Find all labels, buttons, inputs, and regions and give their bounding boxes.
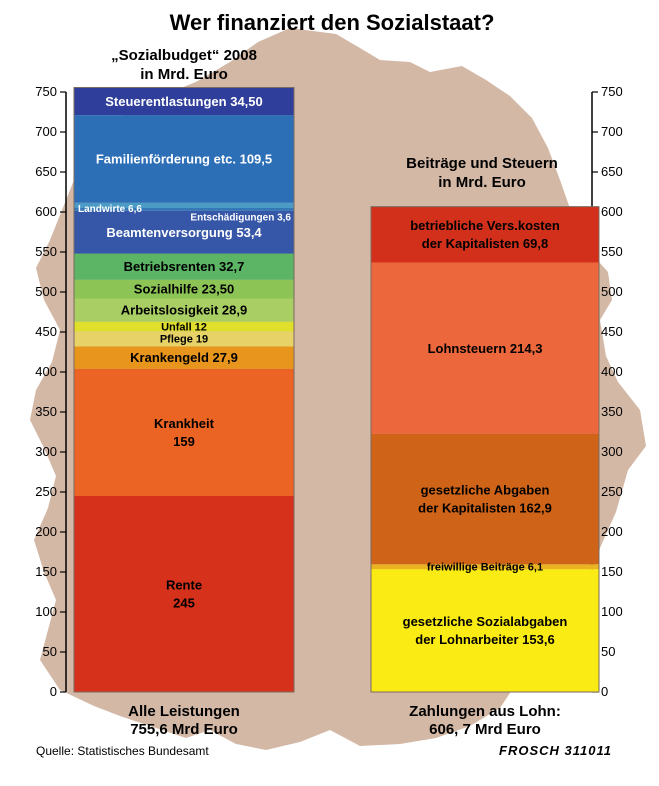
left-tick-label: 350 [35,404,57,419]
bar-2-segment-label: Lohnsteuern 214,3 [428,341,543,356]
bar-1-segment [74,298,294,322]
left-footer-line-1: Alle Leistungen [128,703,240,720]
bar-2-segment [371,262,599,434]
right-tick-label: 50 [601,644,615,659]
bar-1-segment [74,331,294,347]
bar-1-segment-label: Unfall 12 [161,321,207,333]
right-tick-label: 300 [601,444,623,459]
bar-2-segment [371,569,599,692]
source-note: Quelle: Statistisches Bundesamt [36,744,209,758]
bar-1-segment-label: Entschädigungen 3,6 [190,212,291,223]
left-tick-label: 450 [35,324,57,339]
right-tick-label: 650 [601,164,623,179]
right-tick-label: 150 [601,564,623,579]
bar-1-segment-label: Krankheit 159 [154,416,215,449]
right-caption-line-2: in Mrd. Euro [438,174,526,191]
axes-group: 0 0 50 50 100 100 150 150 200 200 250 250 300 300 350 3… [35,84,622,699]
bar-1-segment-label: Sozialhilfe 23,50 [134,282,234,297]
bar-1-segment [74,87,294,116]
right-tick-label: 750 [601,84,623,99]
left-tick-label: 550 [35,244,57,259]
chart-title: Wer finanziert den Sozialstaat? [170,10,495,35]
left-tick-label: 300 [35,444,57,459]
bar-1-segment [74,253,294,280]
artist-signature: FROSCH 311011 [499,743,612,758]
left-tick-label: 500 [35,284,57,299]
left-tick-label: 750 [35,84,57,99]
bar-1-segment [74,202,294,208]
bar-1-segment-label: Krankengeld 27,9 [130,350,238,365]
left-tick-label: 250 [35,484,57,499]
bar-1-segment-label: Betriebsrenten 32,7 [124,259,245,274]
right-footer-line-2: 606, 7 Mrd Euro [429,721,541,738]
right-tick-label: 100 [601,604,623,619]
bar-1-segment-label: Pflege 19 [160,334,208,346]
left-tick-label: 50 [43,644,57,659]
bar-2-segment [371,433,599,565]
left-tick-label: 100 [35,604,57,619]
bar-1-segment [74,321,294,332]
bar-2-segment [371,206,599,263]
bar-2-outline [370,206,600,693]
bar-1-segment [74,208,294,211]
bar-2-segment-label: freiwillige Beiträge 6,1 [427,562,543,574]
right-tick-label: 350 [601,404,623,419]
right-tick-label: 450 [601,324,623,339]
bar-1-segment [74,279,294,299]
bar-1-segment [74,368,294,496]
right-tick-label: 550 [601,244,623,259]
bar-1-segment [74,346,294,369]
left-tick-label: 200 [35,524,57,539]
left-tick-label: 150 [35,564,57,579]
right-tick-label: 400 [601,364,623,379]
bar-1-segment-label: Familienförderung etc. 109,5 [96,151,272,166]
left-tick-label: 650 [35,164,57,179]
bar-1-segment-label: Landwirte 6,6 [78,204,142,215]
right-footer-line-1: Zahlungen aus Lohn: [409,703,561,720]
bar-1-segment-label: Rente 245 [166,578,202,611]
bar-1-segment-label: Arbeitslosigkeit 28,9 [121,303,247,318]
right-caption-line-1: Beiträge und Steuern [406,155,558,172]
left-footer-line-2: 755,6 Mrd Euro [130,721,238,738]
bar-1-segment-label: Steuerentlastungen 34,50 [105,94,263,109]
left-tick-label: 700 [35,124,57,139]
bar-1-segment [74,496,294,692]
left-tick-label: 400 [35,364,57,379]
bar-2-segment-label: gesetzliche Sozialabgaben der Lohnarbeite… [403,614,568,647]
right-tick-label: 700 [601,124,623,139]
left-tick-label: 600 [35,204,57,219]
left-caption-line-2: in Mrd. Euro [140,66,228,83]
bar-2-segment [371,564,599,570]
right-tick-label: 250 [601,484,623,499]
right-tick-label: 0 [601,684,608,699]
bar-2-segment-label: betriebliche Vers.kosten der Kapitalisten… [410,218,560,251]
bar-1-outline [73,87,295,693]
right-tick-label: 200 [601,524,623,539]
bars-group: Rente 245 Krankheit 159 Krankengeld 27,9 Pfle… [73,87,600,693]
right-tick-label: 600 [601,204,623,219]
left-tick-label: 0 [50,684,57,699]
left-caption-line-1: „Sozialbudget“ 2008 [111,47,257,64]
bar-1-segment [74,210,294,254]
bar-1-segment [74,115,294,203]
right-tick-label: 500 [601,284,623,299]
bar-2-segment-label: gesetzliche Abgaben der Kapitalisten 162,… [418,483,552,516]
bar-1-segment-label: Beamtenversorgung 53,4 [106,225,262,240]
